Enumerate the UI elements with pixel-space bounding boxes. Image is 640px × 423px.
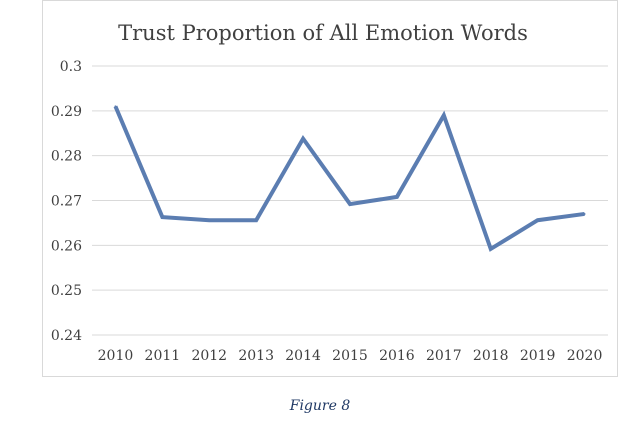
x-tick-label: 2017 bbox=[426, 348, 462, 364]
y-tick-label: 0.26 bbox=[51, 238, 82, 254]
x-tick-label: 2018 bbox=[473, 348, 509, 364]
data-point-2015 bbox=[349, 203, 351, 206]
y-tick-label: 0.28 bbox=[51, 149, 82, 165]
y-tick-label: 0.29 bbox=[51, 104, 82, 120]
x-tick-label: 2012 bbox=[191, 348, 227, 364]
data-point-2019 bbox=[536, 219, 539, 222]
x-tick-label: 2011 bbox=[145, 348, 181, 364]
y-tick-label: 0.24 bbox=[51, 328, 82, 344]
data-point-2014 bbox=[302, 137, 305, 140]
figure-caption: Figure 8 bbox=[289, 398, 351, 414]
y-tick-label: 0.25 bbox=[51, 283, 82, 299]
data-point-2012 bbox=[208, 219, 211, 222]
x-tick-label: 2010 bbox=[98, 348, 134, 364]
series-line-0 bbox=[113, 105, 585, 252]
x-tick-label: 2016 bbox=[379, 348, 415, 364]
data-point-2017 bbox=[442, 114, 445, 117]
y-tick-label: 0.27 bbox=[51, 194, 82, 210]
x-tick-label: 2013 bbox=[238, 348, 274, 364]
data-point-2011 bbox=[161, 216, 164, 219]
y-tick-label: 0.3 bbox=[60, 59, 82, 75]
chart-frame bbox=[42, 0, 618, 377]
chart-title: Trust Proportion of All Emotion Words bbox=[118, 21, 528, 45]
x-tick-label: 2015 bbox=[332, 348, 368, 364]
x-tick-label: 2019 bbox=[520, 348, 556, 364]
data-point-2018 bbox=[489, 247, 492, 250]
x-tick-label: 2020 bbox=[567, 348, 603, 364]
data-point-2020 bbox=[583, 212, 586, 215]
data-point-2010 bbox=[114, 105, 117, 108]
data-point-2013 bbox=[255, 219, 258, 222]
x-tick-label: 2014 bbox=[285, 348, 321, 364]
data-point-2016 bbox=[395, 195, 398, 198]
